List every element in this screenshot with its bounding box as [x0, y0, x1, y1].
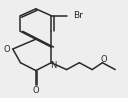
Text: N: N [50, 61, 56, 70]
Text: O: O [4, 44, 10, 54]
Text: O: O [100, 55, 107, 64]
Text: Br: Br [74, 11, 83, 20]
Text: O: O [33, 86, 39, 95]
